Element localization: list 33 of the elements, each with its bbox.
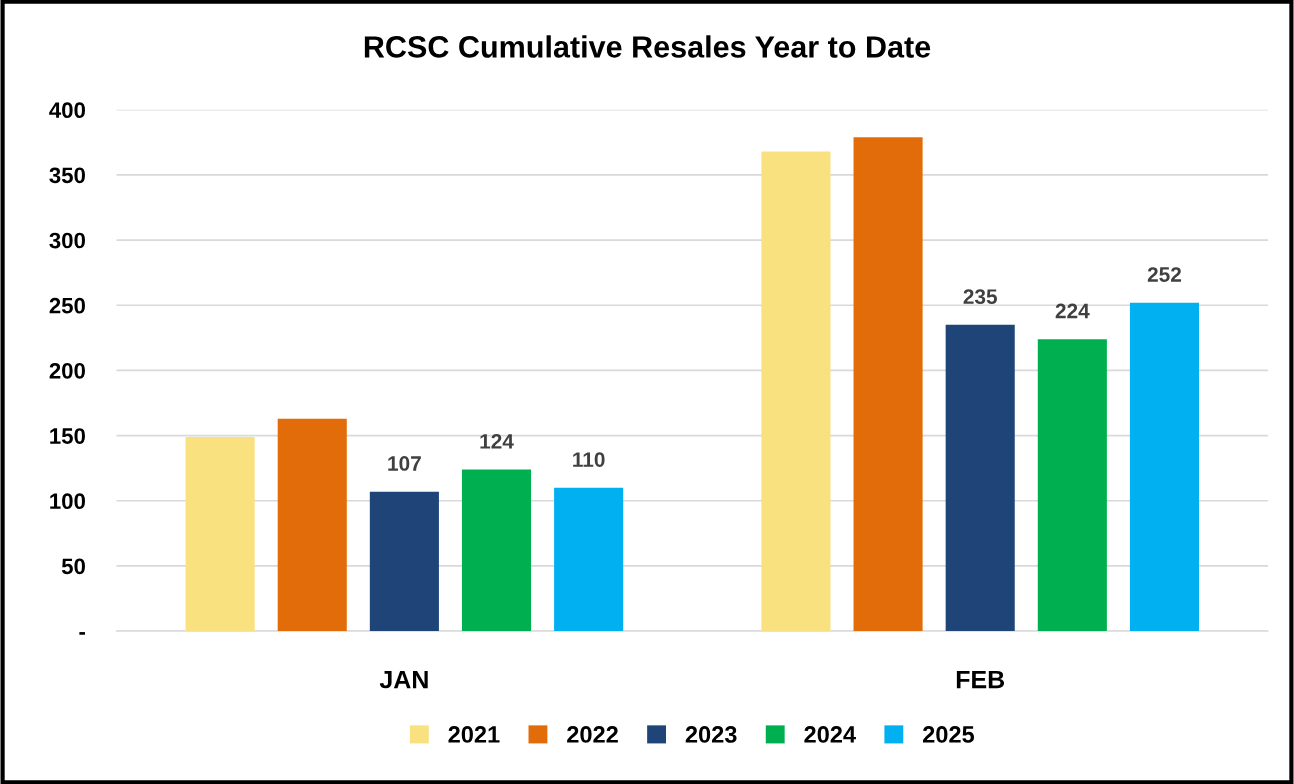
bar — [369, 491, 439, 632]
data-label: 107 — [388, 456, 421, 471]
bar — [945, 324, 1015, 632]
y-tick-label: 50 — [61, 558, 85, 575]
bar — [554, 487, 624, 632]
legend-label: 2023 — [685, 726, 737, 743]
data-label: 235 — [963, 289, 998, 305]
bar — [761, 151, 831, 632]
data-label: 252 — [1147, 267, 1182, 282]
legend-label: 2025 — [923, 726, 975, 743]
legend-label: 2022 — [567, 726, 618, 743]
chart-title: RCSC Cumulative Resales Year to Date — [364, 35, 931, 58]
y-tick-label: 150 — [50, 428, 85, 444]
data-label: 110 — [573, 452, 605, 467]
bar — [277, 418, 347, 632]
bar — [461, 469, 532, 632]
y-tick-label: 200 — [49, 362, 85, 379]
y-tick-label: 300 — [49, 232, 85, 249]
legend-label: 2024 — [804, 726, 856, 743]
y-tick-label: 350 — [49, 167, 85, 184]
bar — [1129, 302, 1200, 632]
y-tick-label: 400 — [49, 102, 85, 119]
bar — [1037, 339, 1107, 632]
data-label: 124 — [480, 433, 514, 449]
y-tick-label: 250 — [49, 297, 85, 314]
x-tick-label: JAN — [379, 670, 428, 689]
data-label: 224 — [1055, 303, 1090, 319]
bar — [853, 137, 923, 632]
x-tick-label: FEB — [956, 670, 1005, 689]
y-tick-label: - — [79, 632, 86, 635]
bar — [185, 436, 255, 632]
legend-label: 2021 — [448, 726, 500, 743]
y-tick-label: 100 — [50, 493, 85, 510]
